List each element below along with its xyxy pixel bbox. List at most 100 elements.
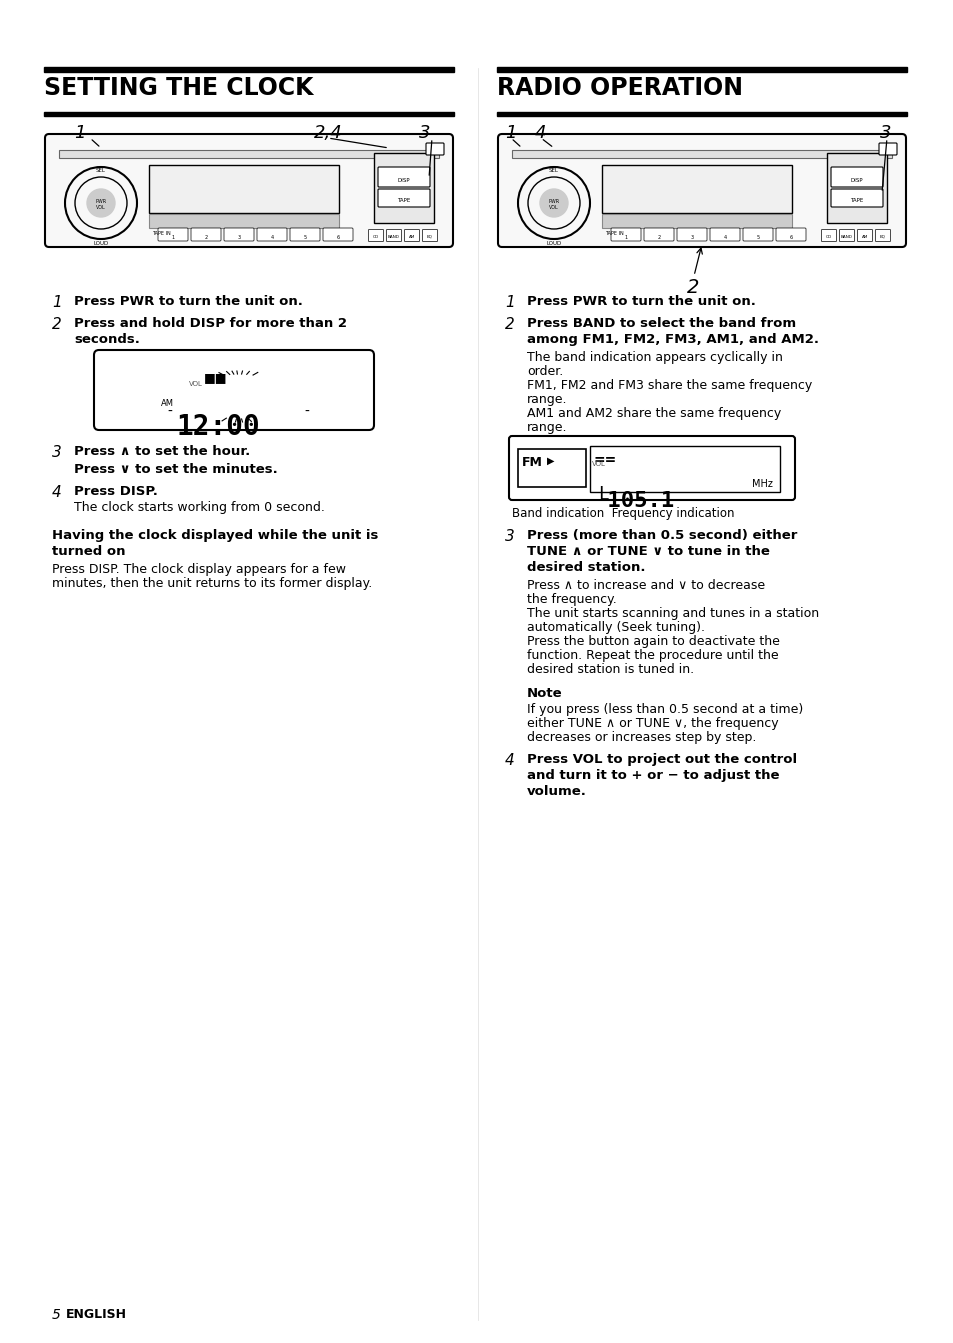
Text: ENGLISH: ENGLISH [66, 1308, 127, 1322]
Text: ▶: ▶ [546, 457, 554, 466]
FancyBboxPatch shape [426, 142, 443, 154]
Text: SETTING THE CLOCK: SETTING THE CLOCK [44, 77, 314, 99]
Text: FM: FM [521, 457, 542, 469]
Text: 3: 3 [418, 124, 430, 142]
Text: TAPE IN: TAPE IN [152, 231, 171, 236]
Text: 2: 2 [657, 235, 659, 240]
Bar [44, 111, 454, 115]
Text: 4: 4 [535, 124, 546, 142]
Text: The clock starts working from 0 second.: The clock starts working from 0 second. [74, 501, 325, 514]
Text: desired station is tuned in.: desired station is tuned in. [526, 663, 694, 676]
Text: 1: 1 [624, 235, 627, 240]
FancyBboxPatch shape [677, 228, 706, 240]
Text: function. Repeat the procedure until the: function. Repeat the procedure until the [526, 649, 778, 662]
FancyBboxPatch shape [158, 228, 188, 240]
Text: TAPE: TAPE [849, 197, 862, 203]
Text: 4: 4 [722, 235, 726, 240]
Text: If you press (less than 0.5 second at a time): If you press (less than 0.5 second at a … [526, 702, 802, 716]
Text: 2: 2 [52, 317, 62, 332]
Circle shape [539, 189, 567, 218]
Text: 6: 6 [336, 235, 339, 240]
Text: range.: range. [526, 420, 567, 434]
Text: FM1, FM2 and FM3 share the same frequency: FM1, FM2 and FM3 share the same frequenc… [526, 379, 811, 392]
Text: either TUNE ∧ or TUNE ∨, the frequency: either TUNE ∧ or TUNE ∨, the frequency [526, 717, 778, 731]
FancyBboxPatch shape [875, 230, 889, 242]
Text: PWR
VOL: PWR VOL [95, 199, 107, 210]
Text: -: - [167, 406, 172, 419]
Text: AM: AM [861, 235, 867, 239]
Text: 3: 3 [690, 235, 693, 240]
FancyBboxPatch shape [830, 189, 882, 207]
FancyBboxPatch shape [368, 230, 383, 242]
Text: 2: 2 [686, 278, 699, 297]
Text: Press the button again to deactivate the: Press the button again to deactivate the [526, 635, 779, 649]
Text: EQ: EQ [427, 235, 433, 239]
FancyBboxPatch shape [857, 230, 872, 242]
Text: 1: 1 [172, 235, 174, 240]
Text: The band indication appears cyclically in: The band indication appears cyclically i… [526, 351, 782, 364]
Text: Press VOL to project out the control: Press VOL to project out the control [526, 753, 797, 766]
Text: Note: Note [526, 688, 562, 700]
Bar [149, 165, 338, 214]
Text: └105.1: └105.1 [594, 490, 674, 510]
FancyBboxPatch shape [256, 228, 287, 240]
Text: 3: 3 [237, 235, 240, 240]
Bar [601, 165, 791, 214]
Text: AM: AM [161, 399, 173, 408]
FancyBboxPatch shape [191, 228, 221, 240]
Text: LOUD: LOUD [93, 240, 109, 246]
Text: automatically (Seek tuning).: automatically (Seek tuning). [526, 620, 704, 634]
Text: 4: 4 [52, 485, 62, 500]
Text: 5: 5 [303, 235, 306, 240]
Text: 1: 1 [504, 124, 516, 142]
FancyBboxPatch shape [839, 230, 854, 242]
Text: among FM1, FM2, FM3, AM1, and AM2.: among FM1, FM2, FM3, AM1, and AM2. [526, 333, 818, 346]
Bar [512, 150, 891, 158]
Bar [149, 214, 338, 228]
Text: 12:00: 12:00 [177, 414, 260, 441]
Text: minutes, then the unit returns to its former display.: minutes, then the unit returns to its fo… [52, 577, 372, 590]
Circle shape [87, 189, 115, 218]
FancyBboxPatch shape [775, 228, 805, 240]
FancyBboxPatch shape [323, 228, 353, 240]
Text: the frequency.: the frequency. [526, 594, 616, 606]
Text: 3: 3 [879, 124, 890, 142]
FancyBboxPatch shape [643, 228, 673, 240]
Text: 5: 5 [52, 1308, 61, 1322]
Bar [826, 153, 886, 223]
FancyBboxPatch shape [377, 167, 430, 187]
Text: TAPE IN: TAPE IN [604, 231, 623, 236]
Text: decreases or increases step by step.: decreases or increases step by step. [526, 731, 756, 744]
Bar [517, 449, 585, 488]
Text: -: - [304, 406, 309, 419]
Text: 2: 2 [504, 317, 515, 332]
Text: SEL: SEL [96, 168, 106, 173]
Text: AM1 and AM2 share the same frequency: AM1 and AM2 share the same frequency [526, 407, 781, 420]
Text: Having the clock displayed while the unit is: Having the clock displayed while the uni… [52, 529, 378, 543]
FancyBboxPatch shape [610, 228, 640, 240]
Text: 3: 3 [52, 445, 62, 461]
Text: TUNE ∧ or TUNE ∨ to tune in the: TUNE ∧ or TUNE ∨ to tune in the [526, 545, 769, 557]
FancyBboxPatch shape [224, 228, 253, 240]
FancyBboxPatch shape [386, 230, 401, 242]
Text: SEL: SEL [549, 168, 558, 173]
Text: Press DISP. The clock display appears for a few: Press DISP. The clock display appears fo… [52, 563, 346, 576]
Text: CO: CO [373, 235, 378, 239]
Text: Press BAND to select the band from: Press BAND to select the band from [526, 317, 796, 330]
Text: Press PWR to turn the unit on.: Press PWR to turn the unit on. [526, 295, 755, 308]
Text: 3: 3 [504, 529, 515, 544]
Text: 1: 1 [52, 295, 62, 310]
FancyBboxPatch shape [830, 167, 882, 187]
Text: Press ∧ to increase and ∨ to decrease: Press ∧ to increase and ∨ to decrease [526, 579, 764, 592]
Text: DISP: DISP [397, 179, 410, 183]
FancyBboxPatch shape [821, 230, 836, 242]
FancyBboxPatch shape [377, 189, 430, 207]
Text: Press ∨ to set the minutes.: Press ∨ to set the minutes. [74, 463, 277, 475]
Text: BAND: BAND [841, 235, 852, 239]
Text: BAND: BAND [388, 235, 399, 239]
Text: 4: 4 [270, 235, 274, 240]
Text: ==: == [594, 453, 617, 467]
Bar [601, 214, 791, 228]
Text: Press (more than 0.5 second) either: Press (more than 0.5 second) either [526, 529, 797, 543]
Text: TAPE: TAPE [397, 197, 410, 203]
